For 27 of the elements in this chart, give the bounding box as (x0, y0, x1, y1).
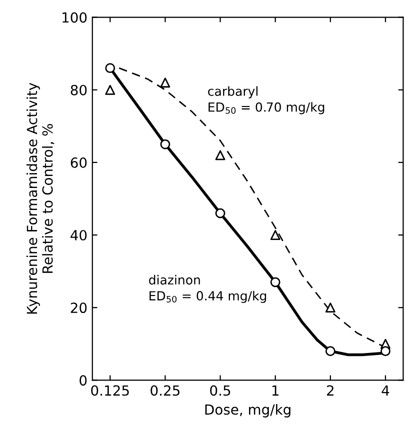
y-tick-label: 20 (70, 302, 87, 314)
x-tick-label: 0.125 (91, 385, 129, 396)
point (215, 208, 226, 218)
annotation: diazinon ED$_{50}$ = 0.44 mg/kg (149, 274, 266, 303)
point (215, 150, 226, 160)
point (270, 230, 280, 240)
x-tick-label: 0.25 (150, 385, 180, 396)
point (325, 346, 336, 356)
point (105, 84, 116, 95)
point (325, 302, 336, 313)
y-tick-label: 80 (70, 84, 87, 96)
y-tick-label: 60 (70, 157, 87, 168)
x-tick-label: 4 (382, 385, 390, 396)
point (160, 139, 170, 150)
x-axis-title: Dose, mg/kg (205, 404, 290, 418)
point (380, 346, 390, 356)
point (105, 63, 116, 74)
x-tick-label: 2 (327, 385, 334, 396)
y-tick-label: 0 (80, 375, 87, 386)
y-tick-label: 40 (70, 230, 87, 240)
y-axis-title: Kynurenine Formamidase Activity Relative to Control, % (26, 82, 54, 314)
x-tick-label: 0.5 (210, 385, 230, 396)
annotation: carbaryl ED$_{50}$ = 0.70 mg/kg (208, 86, 324, 114)
y-tick-label: 100 (62, 12, 87, 23)
point (270, 277, 280, 288)
point (160, 78, 170, 88)
x-tick-label: 1 (272, 385, 278, 396)
